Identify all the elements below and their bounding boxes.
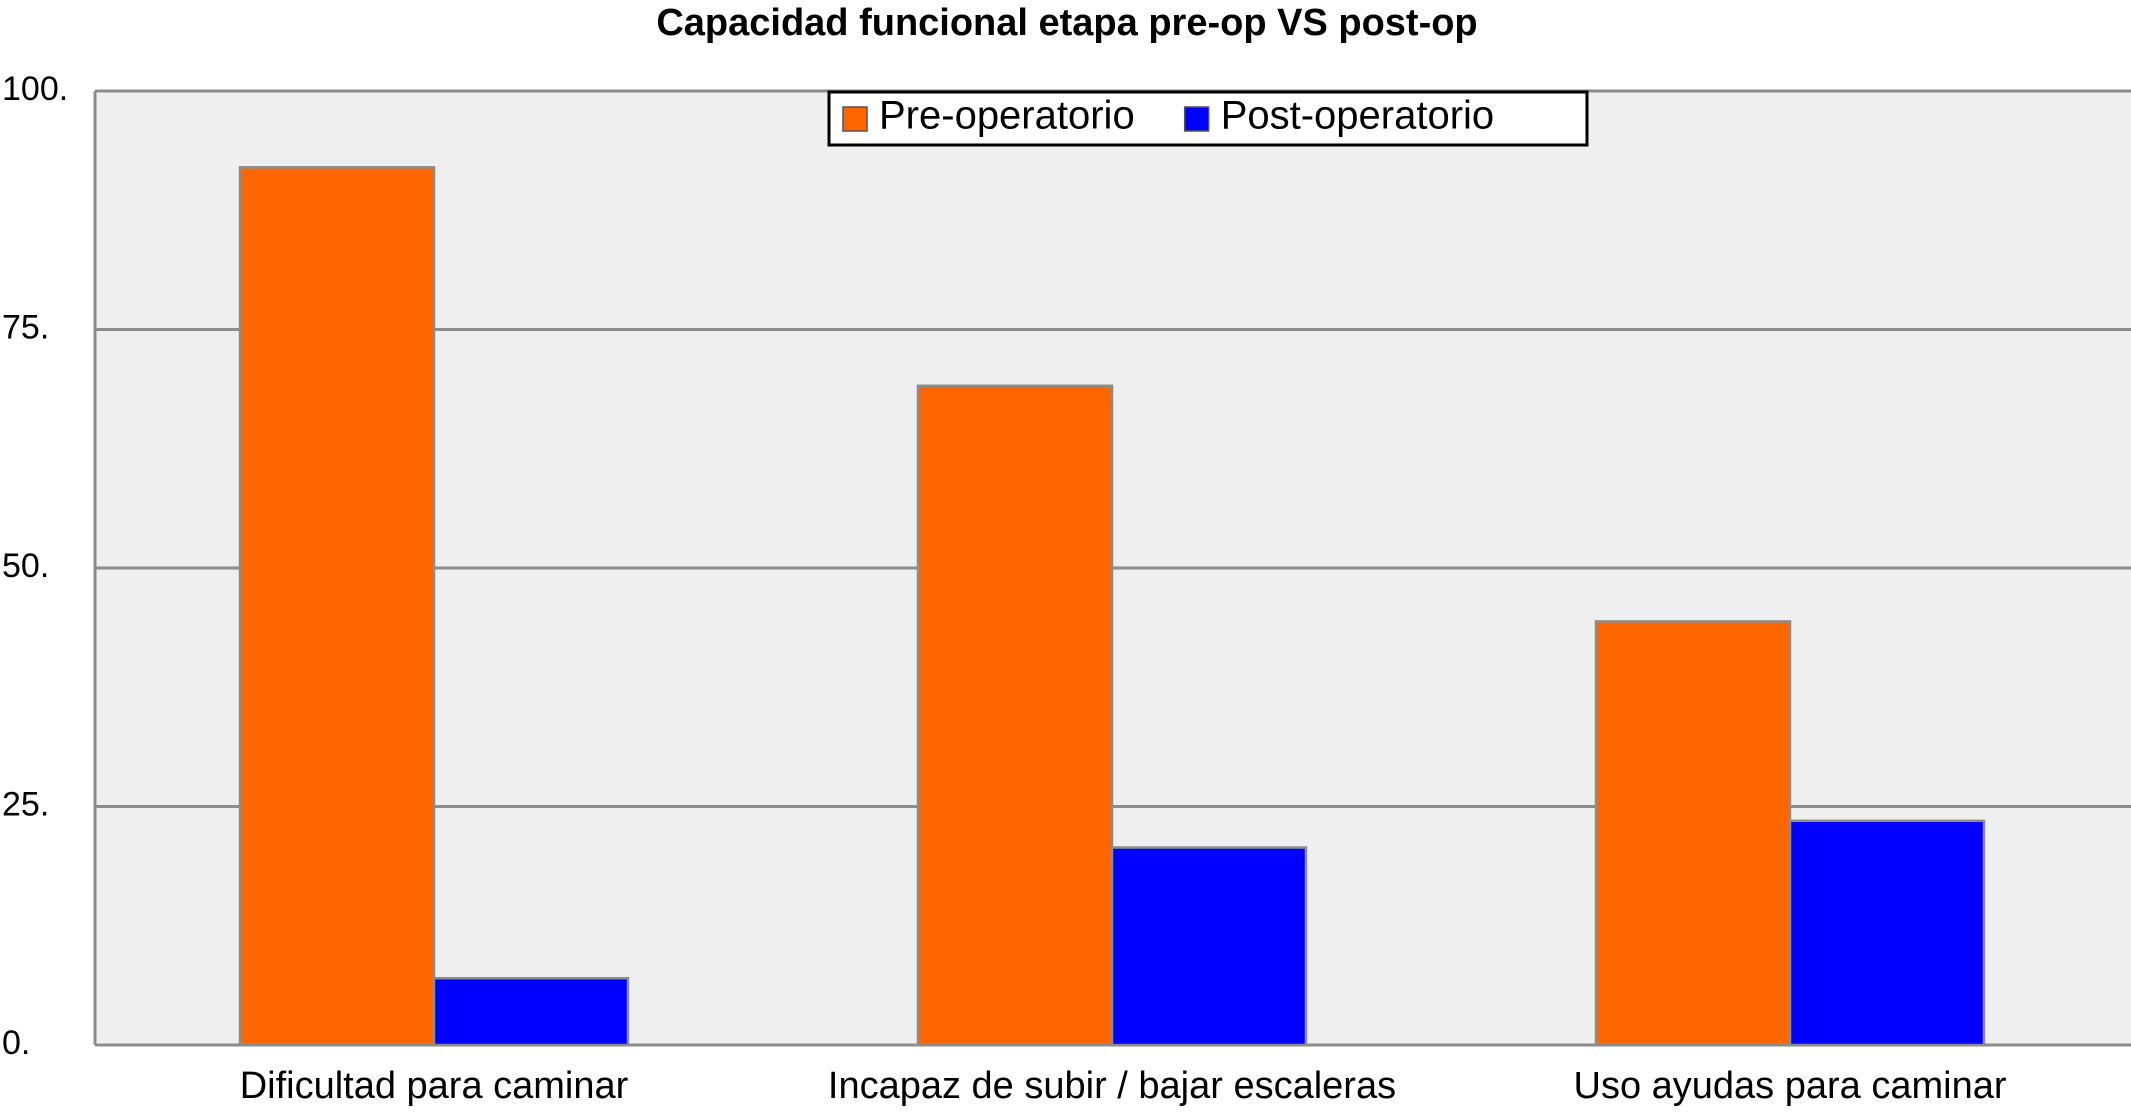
y-tick-label: 25. (2, 785, 49, 823)
bar (916, 384, 1114, 1047)
bar (1110, 846, 1308, 1047)
bar (238, 166, 436, 1047)
legend-label: Post-operatorio (1221, 94, 1494, 138)
x-tick-label: Dificultad para caminar (240, 1065, 629, 1107)
bar (1788, 819, 1986, 1047)
bar (1594, 620, 1792, 1047)
bar (432, 976, 630, 1047)
legend-swatch (842, 106, 868, 132)
y-tick-label: 50. (2, 547, 49, 585)
y-tick-label: 75. (2, 308, 49, 346)
x-tick-label: Incapaz de subir / bajar escaleras (828, 1065, 1396, 1107)
y-tick-label: 0. (2, 1024, 30, 1062)
legend-swatch (1183, 106, 1210, 132)
y-tick-label: 100. (2, 70, 68, 108)
x-tick-label: Uso ayudas para caminar (1574, 1065, 2007, 1107)
legend-box (827, 90, 1589, 147)
legend-label: Pre-operatorio (879, 94, 1135, 138)
chart-title: Capacidad funcional etapa pre-op VS post… (656, 2, 1477, 44)
